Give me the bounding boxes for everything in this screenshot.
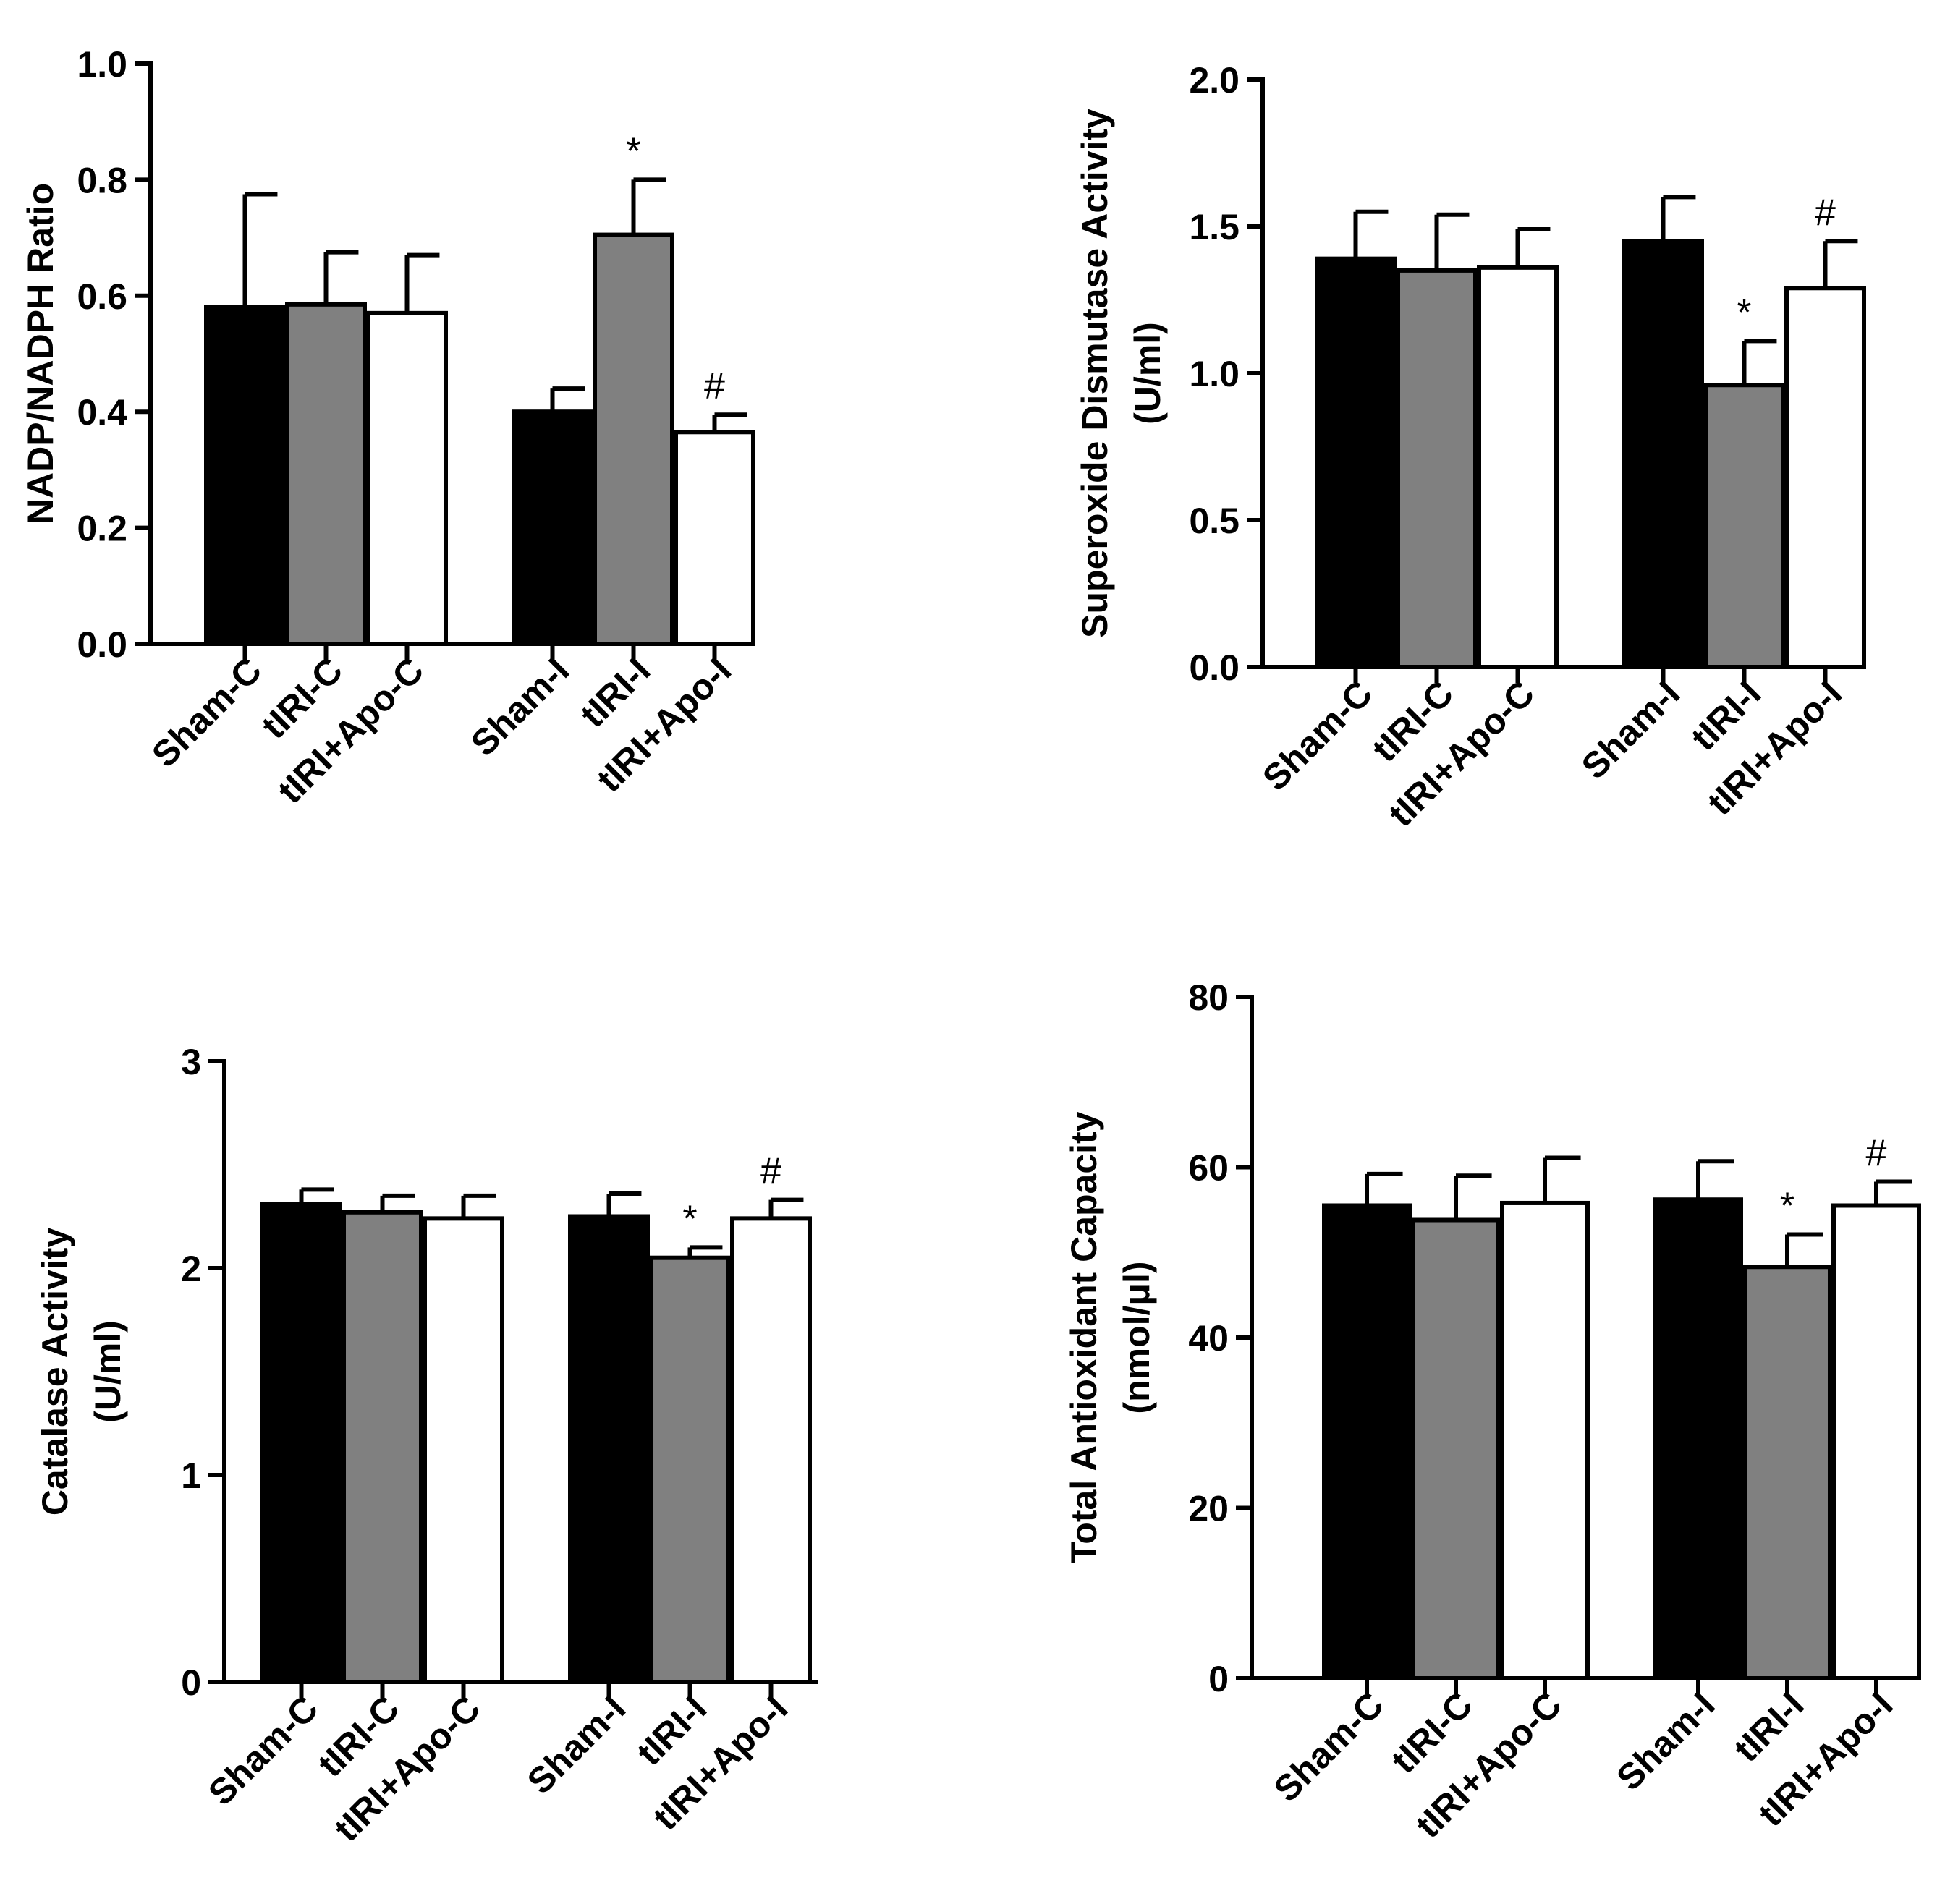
significance-marker: # [760,1151,781,1193]
bar-tiri-c [342,1210,423,1684]
category-label: Sham-C [200,1688,326,1813]
category-label: Sham-I [520,1688,633,1801]
bar-sham-i [512,409,593,646]
y-tick-label: 0 [181,1662,201,1703]
y-axis-label: (U/ml) [1127,322,1168,425]
bar-tiri-c [285,302,367,646]
y-tick-label: 2.0 [1189,60,1240,101]
chart-nadp-ratio: *#0.00.20.40.60.81.0Sham-CtIRI-CtIRI+Apo… [20,44,755,811]
category-label: Sham-I [1574,673,1687,786]
bar-tiri-apo-i [1784,286,1866,669]
significance-marker: # [1866,1133,1887,1175]
y-tick-label: 0.8 [77,160,127,200]
significance-marker: # [704,365,725,407]
y-axis-label: (U/ml) [88,1320,128,1423]
bar-tiri-apo-c [423,1216,504,1684]
y-tick-label: 0.0 [77,624,127,665]
bar-sham-c [260,1202,342,1684]
y-tick-label: 1.0 [1189,354,1240,394]
bar-tiri-apo-c [1477,265,1559,669]
bar-tiri-apo-i [674,430,755,647]
bar-tiri-i [593,232,674,646]
bar-sham-i [1622,239,1704,669]
bar-tiri-i [649,1255,731,1684]
bar-tiri-apo-c [1500,1200,1590,1680]
category-label: Sham-C [1266,1684,1391,1809]
bar-sham-c [1315,256,1397,670]
significance-marker: * [1780,1186,1794,1228]
bar-tiri-i [1742,1265,1832,1680]
y-tick-label: 0.0 [1189,647,1240,688]
bar-tiri-apo-i [730,1216,812,1684]
y-axis-label: (nmol/μl) [1116,1261,1157,1414]
y-axis-label: Total Antioxidant Capacity [1064,1111,1104,1563]
y-tick-label: 0.4 [77,392,127,433]
y-tick-label: 1.5 [1189,207,1240,247]
y-axis-label: Superoxide Dismutase Activity [1075,109,1115,638]
significance-marker: # [1815,192,1836,234]
bar-tiri-c [1411,1217,1501,1680]
category-label: Sham-I [463,650,577,763]
y-tick-label: 0.5 [1189,501,1240,541]
y-tick-label: 3 [181,1042,201,1082]
y-tick-label: 2 [181,1249,201,1289]
significance-marker: * [682,1198,697,1240]
significance-marker: * [626,130,640,172]
category-label: Sham-C [1255,673,1380,798]
y-tick-label: 40 [1188,1318,1229,1359]
bar-sham-c [204,305,286,646]
y-tick-label: 20 [1188,1489,1229,1529]
y-tick-label: 80 [1188,977,1229,1018]
y-tick-label: 0 [1208,1659,1229,1699]
y-tick-label: 0.6 [77,276,127,317]
bar-tiri-apo-c [366,310,448,646]
y-tick-label: 1.0 [77,44,127,85]
bar-sham-c [1322,1203,1412,1681]
y-axis-label: NADP/NADPH Ratio [20,183,61,524]
y-tick-label: 60 [1188,1148,1229,1189]
significance-marker: * [1737,292,1751,333]
y-tick-label: 0.2 [77,509,127,549]
bar-sham-i [1653,1197,1743,1680]
y-tick-label: 1 [181,1455,201,1496]
bar-tiri-i [1703,383,1785,669]
category-label: Sham-C [144,650,269,775]
category-label: Sham-I [1609,1684,1722,1798]
bar-sham-i [568,1214,650,1684]
bar-tiri-apo-i [1831,1203,1921,1681]
bar-tiri-c [1396,268,1478,669]
y-axis-label: Catalase Activity [35,1228,75,1516]
